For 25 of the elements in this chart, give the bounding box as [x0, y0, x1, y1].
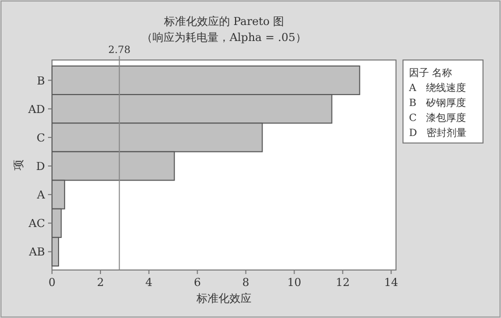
x-tick-label: 10 — [287, 276, 302, 289]
y-tick-label: AB — [28, 246, 45, 259]
y-tick-label: C — [36, 131, 45, 144]
x-tick-label: 8 — [242, 276, 250, 289]
x-tick-label: 12 — [336, 276, 350, 289]
y-tick-label: AC — [28, 217, 45, 230]
text: C 漆包厚度 — [409, 112, 466, 124]
x-tick-label: 14 — [384, 276, 398, 289]
x-tick-label: 2 — [96, 276, 104, 289]
x-tick-label: 0 — [48, 276, 56, 289]
y-tick-label: D — [36, 160, 46, 173]
y-axis-title: 项 — [12, 160, 25, 170]
text: A 绕线速度 — [408, 82, 466, 94]
chart-subtitle: （响应为耗电量，Alpha = .05） — [142, 31, 306, 44]
text: 因子 名称 — [409, 67, 452, 79]
y-tick-label: A — [36, 188, 46, 202]
text: D 密封剂量 — [409, 127, 467, 139]
y-tick-label: B — [36, 74, 45, 88]
text: B 矽钢厚度 — [409, 97, 466, 109]
x-tick-label: 6 — [194, 276, 201, 289]
x-tick-label: 4 — [145, 276, 152, 289]
ref-line-label: 2.78 — [108, 45, 130, 56]
chart-title: 标准化效应的 Pareto 图 — [162, 15, 284, 28]
x-axis-title: 标准化效应 — [196, 292, 252, 305]
y-tick-label: AD — [27, 102, 46, 116]
